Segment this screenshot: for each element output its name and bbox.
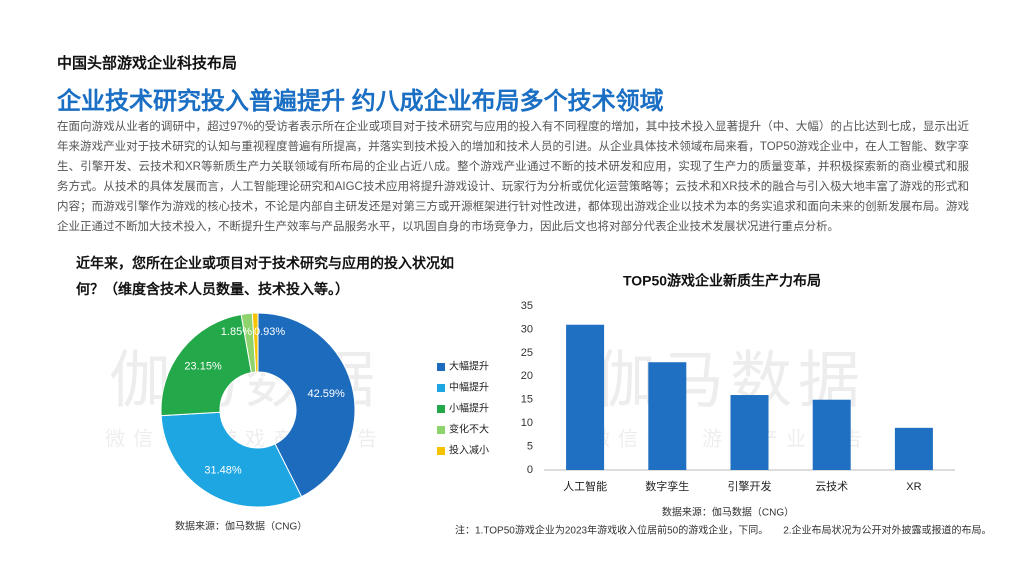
legend-swatch bbox=[437, 426, 445, 434]
x-tick-label: 人工智能 bbox=[563, 479, 607, 493]
y-tick-label: 5 bbox=[527, 440, 533, 452]
legend-label: 变化不大 bbox=[449, 423, 489, 436]
source: 数据来源：伽马数据（CNG） bbox=[662, 506, 794, 519]
y-tick-label: 35 bbox=[521, 300, 533, 312]
x-tick-label: 引擎开发 bbox=[728, 479, 772, 493]
pie-slice bbox=[160, 411, 303, 508]
data-label: 0.93% bbox=[254, 326, 285, 338]
data-label: 31.48% bbox=[204, 465, 242, 477]
y-tick-label: 30 bbox=[521, 323, 533, 335]
chart-title-box: 近年来，您所在企业或项目对于技术研究与应用的投入状况如何？（维度含技术人员数量、… bbox=[76, 255, 454, 297]
section-title: 中国头部游戏企业科技布局 bbox=[57, 55, 238, 72]
pie-slice bbox=[251, 312, 259, 373]
legend-swatch bbox=[437, 405, 445, 413]
bar bbox=[648, 362, 687, 470]
y-tick-label: 15 bbox=[521, 394, 533, 406]
data-label: 23.15% bbox=[184, 361, 222, 373]
legend-swatch bbox=[437, 447, 445, 455]
legend-label: 小幅提升 bbox=[449, 402, 489, 415]
bar bbox=[894, 427, 933, 470]
data-label: 42.59% bbox=[307, 388, 345, 400]
x-tick-label: 云技术 bbox=[815, 480, 848, 493]
page-title: 企业技术研究投入普遍提升 约八成企业布局多个技术领域 bbox=[57, 88, 664, 115]
x-tick-label: XR bbox=[906, 481, 921, 493]
x-tick-label: 数字孪生 bbox=[645, 479, 689, 493]
y-tick-label: 0 bbox=[527, 464, 533, 476]
pie-slice bbox=[160, 313, 252, 417]
pie-slice bbox=[257, 312, 356, 498]
bar bbox=[812, 399, 851, 470]
chart-title: TOP50游戏企业新质生产力布局 bbox=[623, 273, 821, 289]
y-tick-label: 10 bbox=[521, 417, 533, 429]
body-text: 在面向游戏从业者的调研中，超过97%的受访者表示所在企业或项目对于技术研究与应用… bbox=[57, 121, 969, 233]
data-label: 1.85% bbox=[221, 326, 252, 338]
legend-swatch bbox=[437, 384, 445, 392]
y-tick-label: 25 bbox=[521, 347, 533, 359]
note: 注：1.TOP50游戏企业为2023年游戏收入位居前50的游戏企业，下同。 2.… bbox=[455, 524, 992, 537]
y-tick-label: 20 bbox=[521, 370, 533, 382]
source: 数据来源：伽马数据（CNG） bbox=[175, 520, 307, 533]
legend-swatch bbox=[437, 363, 445, 371]
chart-title: 近年来，您所在企业或项目对于技术研究与应用的投入状况如何？（维度含技术人员数量、… bbox=[76, 255, 454, 297]
legend-label: 大幅提升 bbox=[449, 360, 489, 373]
bar bbox=[730, 395, 769, 470]
legend-label: 中幅提升 bbox=[449, 381, 489, 394]
legend-label: 投入减小 bbox=[449, 444, 489, 457]
bar bbox=[566, 324, 605, 470]
